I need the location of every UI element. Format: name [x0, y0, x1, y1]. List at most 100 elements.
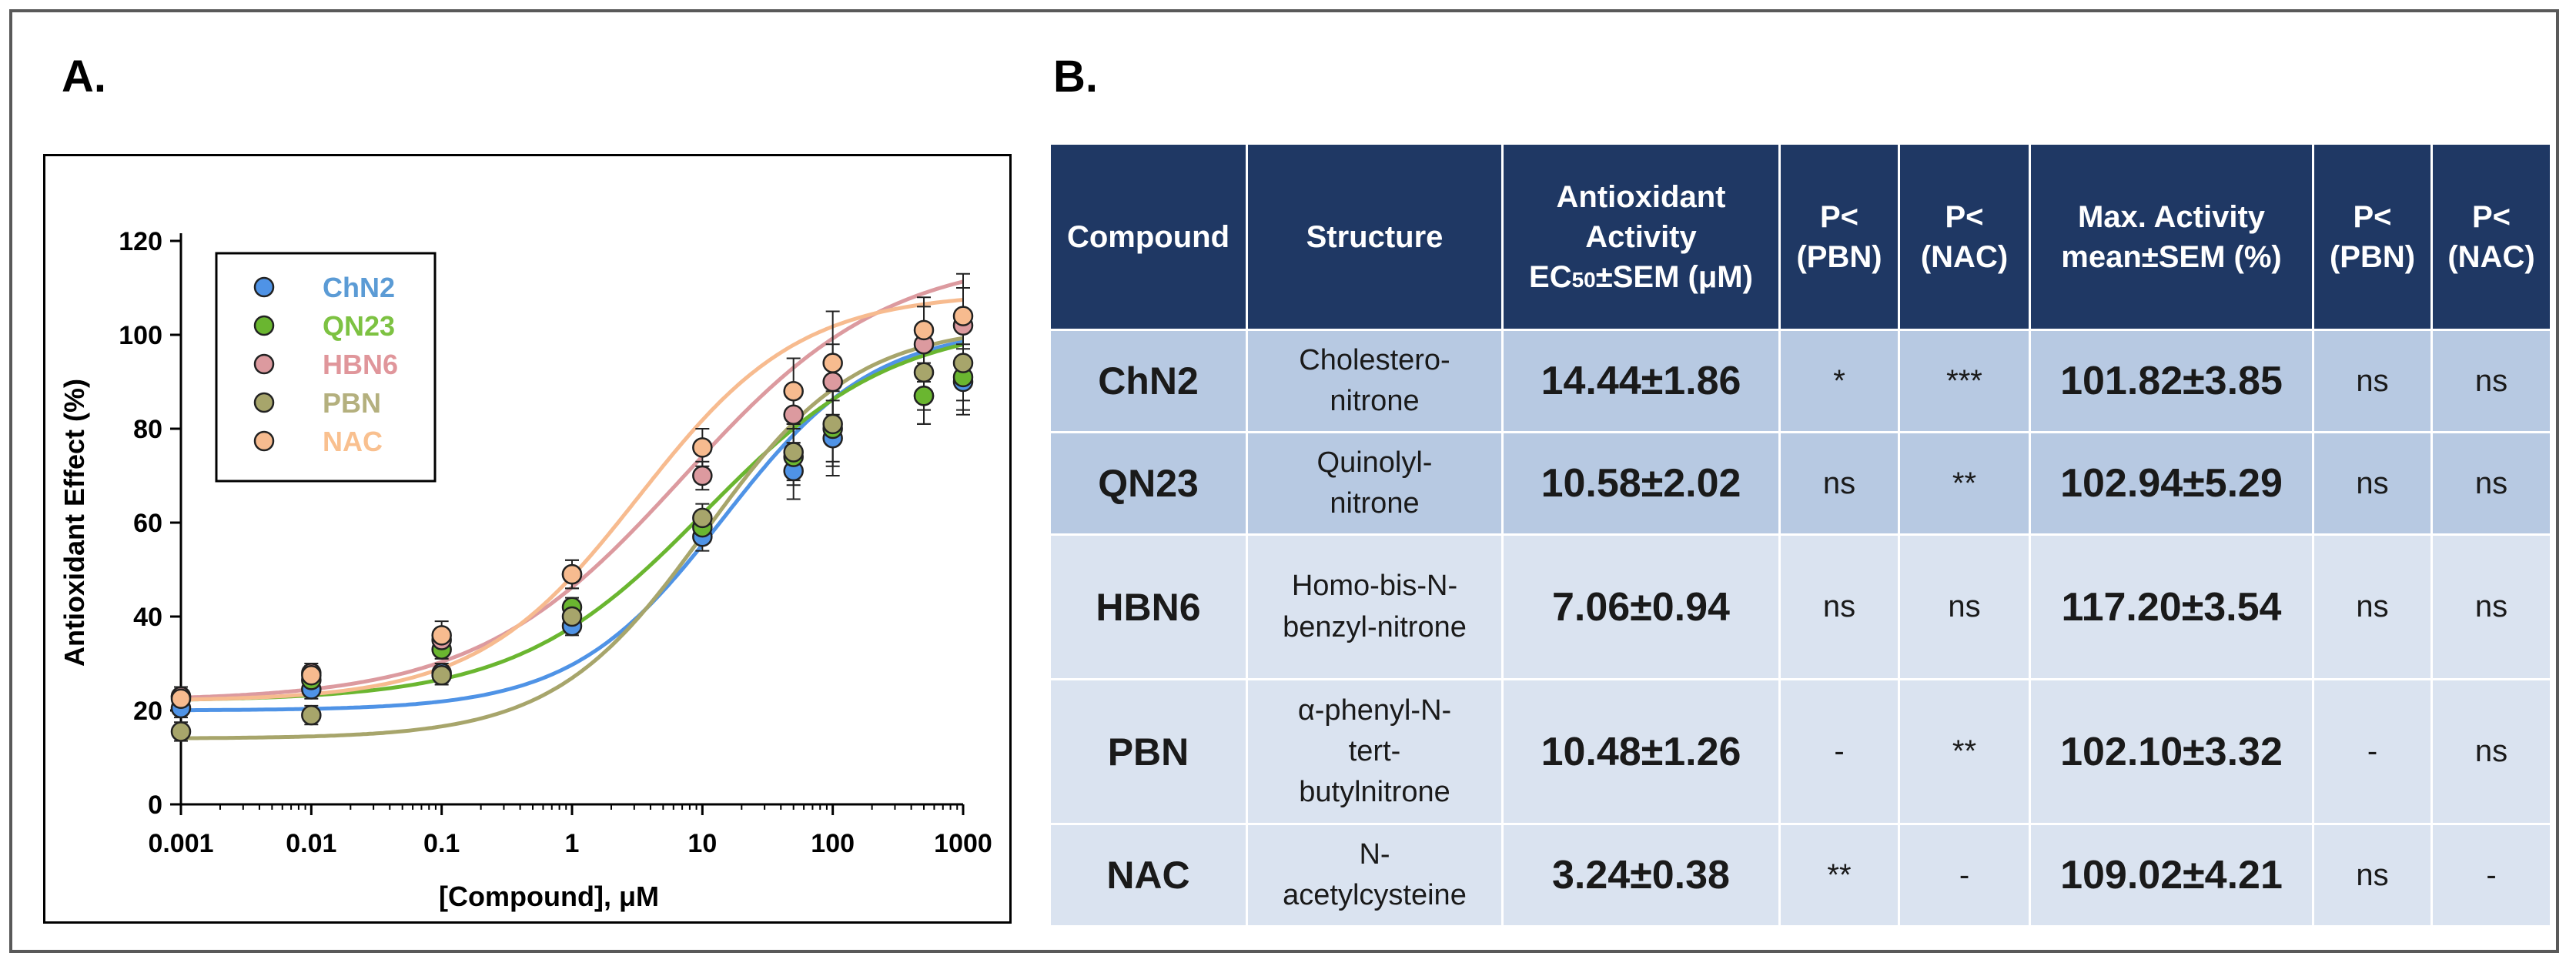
header-compound: Compound [1049, 142, 1248, 331]
y-tick-label: 60 [133, 509, 162, 538]
data-point-pbn [561, 606, 583, 627]
legend-label-qn23: QN23 [323, 310, 395, 342]
header-p-nac-2: P< (NAC) [2430, 142, 2552, 331]
x-axis-title: [Compound], μM [439, 881, 659, 912]
header-max-line1: Max. Activity [2077, 199, 2266, 234]
cell-ec50: 10.58±2.02 [1501, 431, 1781, 536]
data-point-hbn6 [783, 404, 804, 425]
cell-p-pbn-2: ns [2312, 431, 2433, 536]
cell-p-nac-2: ns [2430, 431, 2552, 536]
data-point-nac [431, 625, 452, 646]
header-ec50-rest: ±SEM (μM) [1595, 259, 1753, 294]
data-point-nac [913, 319, 935, 341]
cell-p-pbn-1: * [1778, 329, 1900, 433]
structure-line: Quinolyl- [1316, 446, 1433, 479]
y-tick-label: 120 [119, 227, 162, 256]
structure-line: butylnitrone [1299, 776, 1450, 809]
header-ec50-sub: 50 [1571, 267, 1596, 292]
structure-line: acetylcysteine [1283, 879, 1467, 911]
chart-panel: 0 20 40 60 80 100 120 0.001 0.01 0.1 1 10 100 1000 [Co… [43, 154, 1012, 924]
x-tick-label: 1 [565, 829, 580, 858]
y-tick-label: 40 [133, 603, 162, 632]
legend-marker-nac [253, 430, 275, 452]
figure-frame [9, 9, 2559, 953]
header-pbn: (PBN) [1796, 239, 1882, 274]
panel-b-label: B. [1053, 52, 1098, 102]
legend-marker-chn2 [253, 276, 275, 298]
table-row: QN23 Quinolyl-nitrone 10.58±2.02 ns ** 1… [1049, 431, 2552, 536]
legend-label-pbn: PBN [323, 387, 381, 419]
cell-compound: NAC [1049, 823, 1248, 928]
data-point-pbn [783, 442, 804, 463]
cell-structure: N-acetylcysteine [1246, 823, 1504, 928]
header-max-activity: Max. Activity mean±SEM (%) [2029, 142, 2314, 331]
legend-label-nac: NAC [323, 426, 383, 457]
legend-marker-hbn6 [253, 353, 275, 375]
cell-compound: HBN6 [1049, 533, 1248, 680]
data-point-nac [561, 563, 583, 585]
header-p-pbn-2: P< (PBN) [2312, 142, 2433, 331]
cell-p-pbn-2: ns [2312, 823, 2433, 928]
structure-line: Cholestero- [1299, 343, 1450, 376]
legend-marker-pbn [253, 392, 275, 413]
cell-p-nac-1: ** [1898, 678, 2031, 825]
x-tick-label: 0.01 [286, 829, 336, 858]
cell-p-pbn-2: ns [2312, 329, 2433, 433]
panel-a-label: A. [62, 52, 106, 102]
cell-ec50: 7.06±0.94 [1501, 533, 1781, 680]
y-tick-label: 0 [148, 791, 162, 820]
cell-p-nac-1: ns [1898, 533, 2031, 680]
header-structure-text: Structure [1306, 219, 1444, 254]
header-p-label: P< [1819, 199, 1859, 234]
structure-line: Homo-bis-N- [1291, 570, 1458, 603]
cell-p-pbn-1: - [1778, 678, 1900, 825]
structure-line: tert- [1348, 734, 1401, 767]
table-row: PBN α-phenyl-N-tert-butylnitrone 10.48±1… [1049, 678, 2552, 825]
cell-p-nac-1: - [1898, 823, 2031, 928]
cell-structure: Cholestero-nitrone [1246, 329, 1504, 433]
table-row: HBN6 Homo-bis-N-benzyl-nitrone 7.06±0.94… [1049, 533, 2552, 680]
header-pbn: (PBN) [2329, 239, 2416, 274]
cell-ec50: 3.24±0.38 [1501, 823, 1781, 928]
data-point-pbn [301, 704, 322, 726]
cell-p-nac-1: ** [1898, 431, 2031, 536]
header-p-label: P< [2471, 199, 2511, 234]
cell-p-pbn-1: ns [1778, 533, 1900, 680]
cell-compound: PBN [1049, 678, 1248, 825]
cell-p-pbn-1: ns [1778, 431, 1900, 536]
data-point-nac [692, 437, 713, 458]
header-ec50-line1: Antioxidant [1556, 179, 1726, 214]
legend-label-chn2: ChN2 [323, 272, 395, 303]
data-point-pbn [431, 665, 452, 686]
x-tick-label: 1000 [934, 829, 992, 858]
structure-line: N- [1359, 837, 1390, 871]
cell-ec50: 14.44±1.86 [1501, 329, 1781, 433]
header-nac: (NAC) [2447, 239, 2535, 274]
cell-compound: ChN2 [1049, 329, 1248, 433]
structure-line: α-phenyl-N- [1297, 694, 1452, 727]
data-point-hbn6 [692, 465, 713, 486]
header-compound-text: Compound [1066, 219, 1230, 254]
y-tick-label: 20 [133, 697, 162, 726]
data-point-nac [301, 665, 322, 686]
data-point-hbn6 [822, 371, 843, 393]
header-ec50-line3: EC50±SEM (μM) [1507, 257, 1775, 297]
cell-p-nac-2: ns [2430, 533, 2552, 680]
header-p-label: P< [1945, 199, 1984, 234]
header-p-nac-1: P< (NAC) [1898, 142, 2031, 331]
cell-max-activity: 109.02±4.21 [2029, 823, 2314, 928]
legend-box [215, 252, 437, 483]
data-point-nac [170, 688, 192, 709]
cell-p-pbn-1: ** [1778, 823, 1900, 928]
cell-max-activity: 102.10±3.32 [2029, 678, 2314, 825]
cell-compound: QN23 [1049, 431, 1248, 536]
header-max-line2: mean±SEM (%) [2061, 239, 2282, 274]
data-point-pbn [913, 362, 935, 383]
x-tick-label: 0.001 [148, 829, 213, 858]
y-axis-title: Antioxidant Effect (%) [59, 379, 90, 667]
cell-max-activity: 117.20±3.54 [2029, 533, 2314, 680]
legend-label-hbn6: HBN6 [323, 349, 398, 380]
dose-response-chart: 0 20 40 60 80 100 120 0.001 0.01 0.1 1 10 100 1000 [Co… [59, 227, 992, 912]
data-point-pbn [692, 507, 713, 529]
header-ec50-ec: EC [1529, 259, 1572, 294]
